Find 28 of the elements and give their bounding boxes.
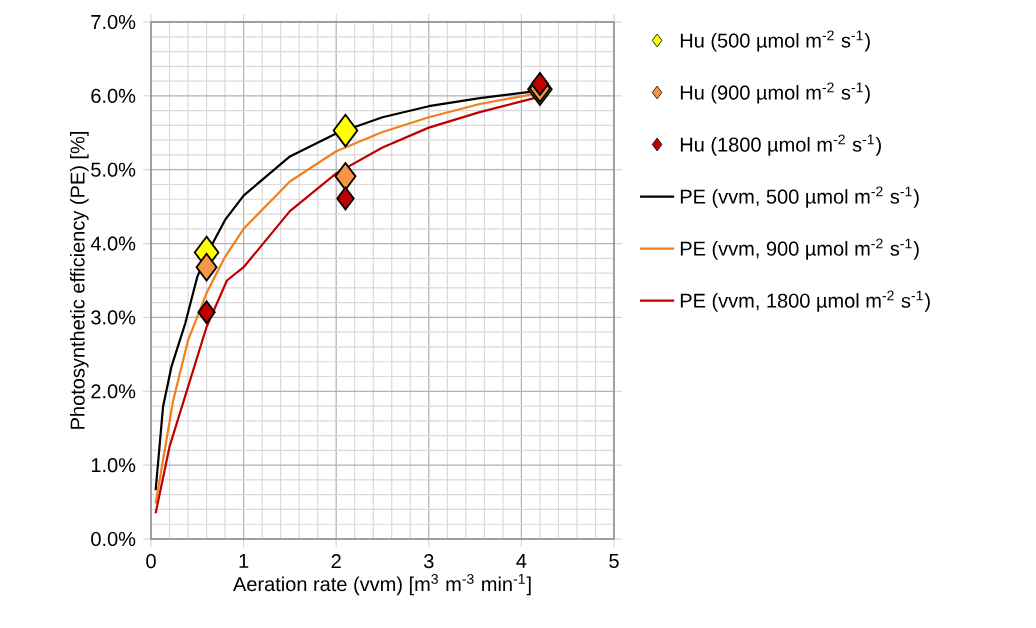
legend-label: Hu (500 µmol m$^{-2}$ s$^{-1}$) xyxy=(680,30,870,52)
legend-label: PE (vvm, 500 µmol m$^{-2}$ s$^{-1}$) xyxy=(680,186,919,208)
x-tick-label: 1 xyxy=(239,554,249,568)
x-tick-label: 4 xyxy=(516,554,527,568)
y-tick-label: 6.0% xyxy=(91,88,136,103)
point xyxy=(334,162,357,191)
y-tick-label: 2.0% xyxy=(91,384,136,399)
y-tick-label: 3.0% xyxy=(91,310,136,325)
x-tick-label: 3 xyxy=(424,554,434,569)
legend-label: Hu (900 µmol m$^{-2}$ s$^{-1}$) xyxy=(680,82,870,104)
x-tick-label: 0 xyxy=(146,554,156,569)
point xyxy=(530,72,550,96)
point xyxy=(195,252,218,282)
x-tick-label: 5 xyxy=(609,554,619,569)
y-tick-label: 7.0% xyxy=(91,14,136,30)
point xyxy=(336,186,355,211)
legend-label: Hu (1800 µmol m$^{-2}$ s$^{-1}$) xyxy=(680,134,881,156)
y-tick-label: 5.0% xyxy=(91,162,136,177)
x-tick-label: 2 xyxy=(331,554,341,569)
y-tick-label: 1.0% xyxy=(91,458,136,473)
point xyxy=(197,300,216,325)
y-axis-title: Photosynthetic efficiency (PE) [%] xyxy=(69,132,89,429)
x-axis-title: Aeration rate (vvm) [m$^{3}$ m$^{-3}$ min$^{-1}$] xyxy=(233,573,531,596)
y-tick-label: 4.0% xyxy=(90,236,136,251)
legend-label: PE (vvm, 900 µmol m$^{-2}$ s$^{-1}$) xyxy=(680,238,919,260)
legend-label: PE (vvm, 1800 µmol m$^{-2}$ s$^{-1}$) xyxy=(680,290,930,312)
point xyxy=(332,113,359,148)
y-tick-label: 0.0% xyxy=(91,531,136,547)
